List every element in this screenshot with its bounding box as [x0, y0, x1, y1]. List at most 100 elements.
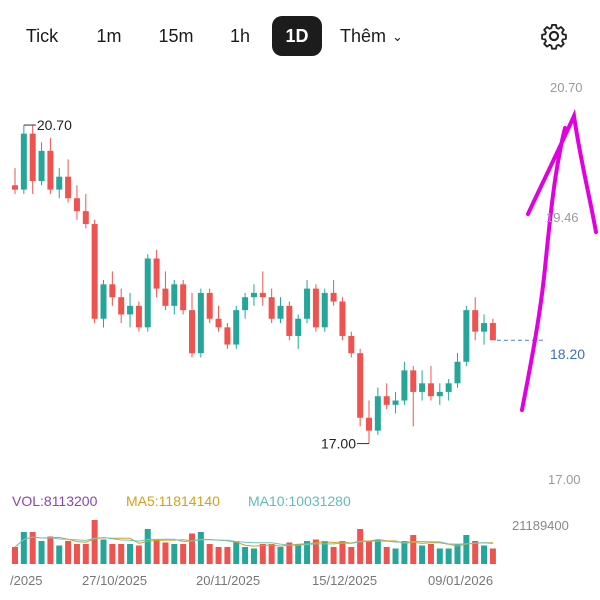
volume-bar	[29, 532, 36, 564]
candles-layer	[12, 125, 496, 444]
gear-icon[interactable]	[540, 22, 568, 50]
candle-body	[73, 198, 80, 212]
candle-body	[20, 133, 27, 190]
volume-bar	[47, 536, 54, 564]
candle-body	[162, 288, 169, 306]
candle-body	[383, 396, 390, 405]
date-label-1: 27/10/2025	[82, 573, 148, 588]
volume-bar	[339, 541, 346, 564]
date-label-4: 09/01/2026	[428, 573, 494, 588]
volume-max-label: 21189400	[512, 518, 569, 533]
candle-body	[206, 292, 213, 319]
chevron-down-icon: ⌄	[392, 29, 403, 45]
low-marker: 17.00	[321, 436, 369, 452]
candle-body	[91, 224, 98, 319]
candle-body	[144, 258, 151, 328]
tab-1d[interactable]: 1D	[272, 16, 322, 56]
volume-bar	[250, 548, 257, 564]
candle-body	[65, 176, 72, 199]
candle-body	[481, 323, 488, 332]
volume-bar	[82, 544, 89, 564]
volume-bar	[295, 544, 302, 564]
price-chart[interactable]: 20.70 17.00	[0, 68, 600, 600]
volume-bar	[277, 547, 284, 564]
candle-body	[242, 297, 249, 311]
volume-bar	[419, 545, 426, 564]
volume-bar	[144, 529, 151, 564]
annotation-scribble	[520, 108, 598, 412]
volume-bar	[401, 541, 408, 564]
date-label-2: 20/11/2025	[196, 573, 261, 588]
candle-body	[472, 310, 479, 332]
candle-body	[339, 301, 346, 336]
volume-bar	[481, 545, 488, 564]
candle-body	[109, 284, 116, 298]
volume-bar	[162, 542, 169, 564]
volume-bar	[109, 544, 116, 564]
volume-bar	[268, 544, 275, 564]
tab-15m[interactable]: 15m	[158, 26, 194, 46]
candle-body	[215, 318, 222, 328]
tab-1m[interactable]: 1m	[96, 26, 122, 46]
candle-body	[436, 391, 443, 397]
candle-body	[489, 323, 496, 341]
volume-bar	[454, 544, 461, 564]
volume-bar	[100, 539, 107, 564]
volume-bar	[73, 544, 80, 564]
candle-body	[180, 284, 187, 311]
price-level-top: 20.70	[550, 80, 583, 95]
volume-bar	[65, 541, 72, 564]
volume-bar	[20, 532, 27, 564]
candle-body	[348, 335, 355, 354]
volume-bar	[153, 539, 160, 564]
volume-bar	[312, 539, 319, 564]
candle-body	[29, 133, 36, 181]
candle-body	[127, 305, 134, 315]
date-label-3: 15/12/2025	[312, 573, 378, 588]
volume-bar	[215, 547, 222, 564]
volume-bar	[348, 547, 355, 564]
candle-body	[374, 396, 381, 431]
volume-bar	[489, 548, 496, 564]
volume-bar	[12, 547, 18, 564]
volume-bar	[206, 544, 213, 564]
candle-body	[100, 284, 107, 319]
volume-bar	[304, 541, 311, 564]
volume-bar	[197, 532, 204, 564]
candle-body	[295, 318, 302, 336]
candle-body	[250, 292, 257, 298]
tab-1h[interactable]: 1h	[229, 26, 251, 46]
volume-bars	[12, 520, 496, 564]
candle-body	[366, 417, 372, 431]
candle-body	[419, 383, 426, 392]
current-price-label: 18.20	[550, 346, 586, 362]
price-level-mid: 19.46	[546, 210, 579, 225]
volume-bar	[180, 544, 187, 564]
candle-body	[135, 305, 142, 328]
volume-bar	[463, 535, 470, 564]
volume-bar	[330, 547, 337, 564]
tab-tick[interactable]: Tick	[25, 26, 59, 46]
candle-body	[463, 310, 470, 362]
volume-bar	[392, 548, 399, 564]
low-label: 17.00	[321, 436, 356, 452]
ma10-line	[14, 536, 493, 548]
more-dropdown[interactable]: Thêm ⌄	[340, 16, 403, 56]
candle-body	[330, 292, 337, 302]
ma5-line	[14, 536, 493, 548]
volume-bar	[233, 541, 240, 564]
volume-bar	[91, 520, 98, 564]
candle-body	[259, 292, 266, 298]
candle-body	[321, 292, 328, 328]
candle-body	[286, 305, 293, 336]
candle-body	[304, 288, 311, 319]
vol-legend: VOL:8113200	[12, 493, 98, 509]
volume-bar	[127, 544, 134, 564]
volume-bar	[445, 548, 452, 564]
volume-bar	[38, 541, 45, 564]
candle-body	[118, 297, 125, 315]
more-label: Thêm	[340, 26, 387, 46]
candle-body	[47, 150, 54, 190]
volume-bar	[410, 535, 417, 564]
volume-bar	[366, 541, 372, 564]
